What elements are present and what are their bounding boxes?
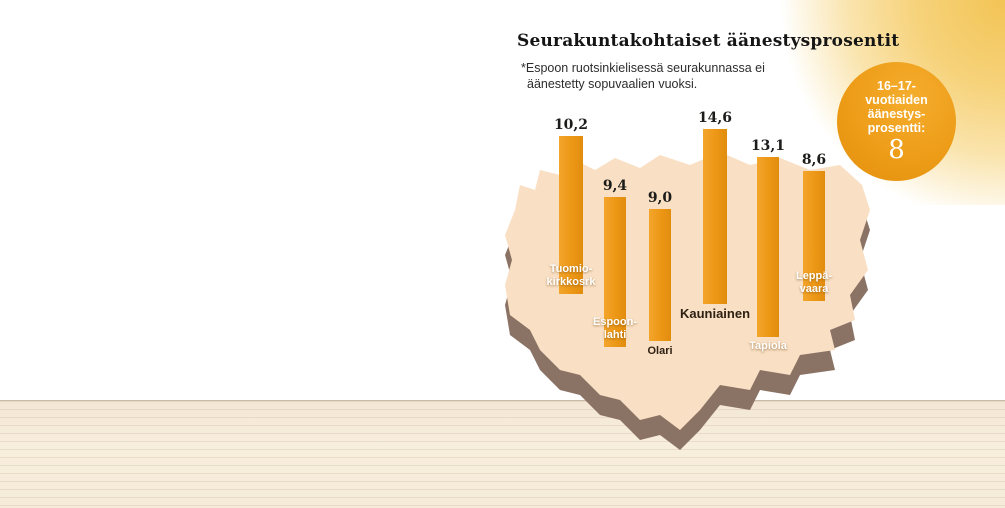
youth-turnout-badge: 16–17- vuotiaiden äänestys- prosentti: 8 bbox=[837, 62, 956, 181]
bar-category-label: Olari bbox=[647, 345, 672, 358]
bar-category-line-1: Tapiola bbox=[749, 340, 787, 352]
espoo-map bbox=[505, 152, 870, 450]
bar-value-label: 13,1 bbox=[750, 138, 786, 154]
bar-category-label: Tuomio- kirkkosrk bbox=[547, 263, 596, 288]
bar-category-label: Kauniainen bbox=[679, 306, 751, 321]
chart-title: Seurakuntakohtaiset äänestysprosentit bbox=[517, 31, 900, 51]
bar-category-line-1: Kauniainen bbox=[679, 306, 751, 321]
bottom-texture-band bbox=[0, 400, 1005, 508]
bar-category-line-1: Espoon- bbox=[593, 316, 637, 328]
bar-category-line-1: Tuomio- bbox=[549, 263, 593, 275]
bar-tuomiokirkkosrk: 10,2 Tuomio- kirkkosrk bbox=[547, 117, 595, 294]
bar-category-line-2: vaara bbox=[799, 282, 829, 295]
bar-category-label: Leppä- vaara bbox=[796, 270, 832, 295]
badge-value: 8 bbox=[888, 135, 905, 165]
bar-category-line-1: Olari bbox=[647, 345, 673, 357]
bar-category-label: Espoon- lahti bbox=[593, 316, 637, 341]
bar-value-label: 10,2 bbox=[553, 117, 589, 133]
footnote-line-2: äänestetty sopuvaalien vuoksi. bbox=[527, 77, 698, 91]
bar-value-label: 9,4 bbox=[602, 178, 628, 194]
bar-value-label: 9,0 bbox=[647, 190, 673, 206]
bar-olari: 9,0 Olari bbox=[647, 190, 672, 357]
bar-leppavaara: 8,6 Leppä- vaara bbox=[796, 152, 832, 301]
bar-category-label: Tapiola bbox=[749, 340, 787, 353]
badge-line-4: prosentti: bbox=[867, 121, 926, 135]
bar-value-label: 8,6 bbox=[801, 152, 827, 168]
bar-category-line-2: lahti bbox=[603, 328, 627, 341]
bar-espoonlahti: 9,4 Espoon- lahti bbox=[593, 178, 637, 347]
footnote-line-1: *Espoon ruotsinkielisessä seurakunnassa … bbox=[521, 61, 765, 75]
badge-line-2: vuotiaiden bbox=[865, 93, 928, 107]
bar-tapiola: 13,1 Tapiola bbox=[749, 138, 787, 352]
bar-category-line-1: Leppä- bbox=[795, 270, 833, 282]
bar-value-label: 14,6 bbox=[697, 110, 733, 126]
badge-line-1: 16–17- bbox=[877, 79, 916, 93]
bar-kauniainen: 14,6 Kauniainen bbox=[680, 110, 750, 320]
badge-line-3: äänestys- bbox=[867, 107, 926, 121]
bar-category-line-2: kirkkosrk bbox=[546, 275, 596, 288]
chart-footnote: *Espoon ruotsinkielisessä seurakunnassa … bbox=[521, 60, 765, 92]
